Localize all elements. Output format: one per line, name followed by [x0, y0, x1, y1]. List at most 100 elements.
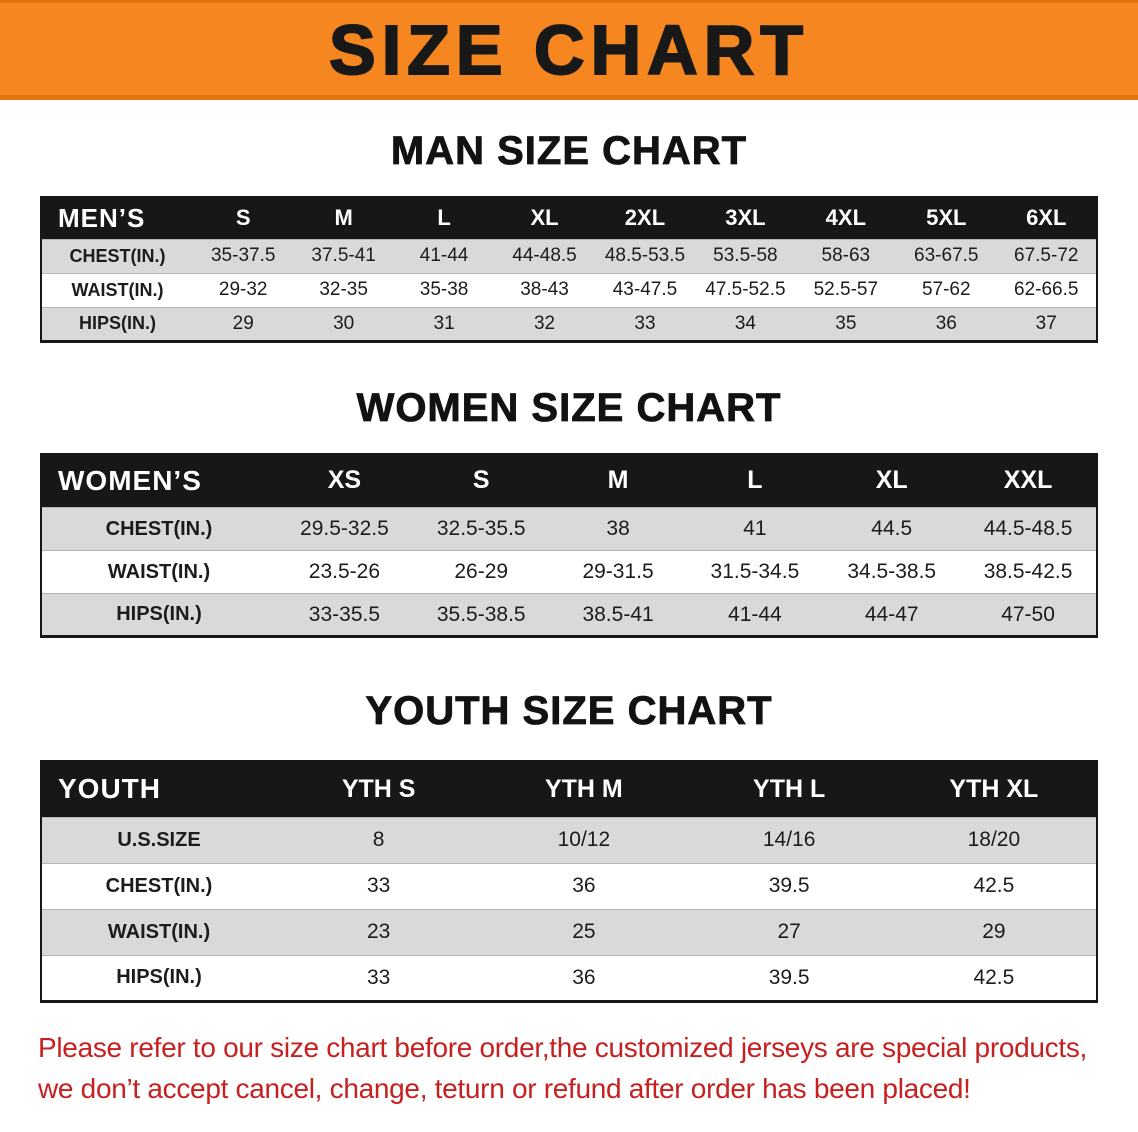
cell: 29: [232, 312, 254, 334]
cell: 31.5-34.5: [710, 560, 800, 583]
cell: 14/16: [762, 828, 816, 851]
table-row: HIPS(IN.) 33-35.5 35.5-38.5 38.5-41 41-4…: [41, 593, 1097, 637]
cell: 43-47.5: [612, 279, 678, 300]
cell: 38.5-41: [582, 602, 654, 626]
cell: 33: [366, 874, 391, 897]
column-header: L: [393, 197, 495, 239]
women-size-table: WOMEN’S XS S M L XL XXL CHEST(IN.) 29.5-…: [40, 452, 1098, 638]
cell: 62-66.5: [1014, 279, 1079, 300]
cell: 33: [634, 312, 656, 334]
cell: 34.5-38.5: [847, 560, 937, 583]
column-header: YTH XL: [891, 761, 1097, 817]
women-section-heading: WOMEN SIZE CHART: [356, 385, 782, 430]
row-label: HIPS(IN.): [116, 603, 202, 625]
cell: 47.5-52.5: [705, 279, 786, 300]
column-header: XS: [276, 453, 413, 508]
cell: 63-67.5: [914, 245, 979, 266]
cell: 36: [935, 312, 957, 334]
men-size-section: MAN SIZE CHART MEN’S S M L XL 2XL 3XL 4X…: [0, 128, 1138, 343]
cell: 36: [572, 965, 596, 989]
cell: 44-48.5: [512, 245, 577, 266]
youth-section-heading: YOUTH SIZE CHART: [365, 689, 773, 734]
cell: 27: [777, 920, 801, 943]
column-header: XL: [494, 197, 595, 239]
column-header: S: [193, 197, 294, 239]
cell: 67.5-72: [1014, 245, 1079, 266]
cell: 38: [606, 517, 630, 540]
women-size-section: WOMEN SIZE CHART WOMEN’S XS S M L XL XXL…: [0, 385, 1138, 638]
cell: 8: [372, 828, 385, 851]
cell: 23: [366, 920, 391, 943]
cell: 35: [835, 312, 857, 334]
row-label: CHEST(IN.): [105, 517, 213, 540]
cell: 41: [743, 517, 767, 540]
row-label: U.S.SIZE: [117, 828, 201, 851]
cell: 23.5-26: [308, 560, 381, 583]
row-label: WAIST(IN.): [107, 920, 211, 943]
table-row: WAIST(IN.) 23.5-26 26-29 29-31.5 31.5-34…: [41, 550, 1097, 594]
cell: 32: [533, 312, 556, 334]
table-row: HIPS(IN.) 33 36 39.5 42.5: [41, 955, 1097, 1001]
cell: 30: [333, 312, 355, 334]
table-row: CHEST(IN.) 29.5-32.5 32.5-35.5 38 41 44.…: [41, 507, 1097, 551]
banner: SIZE CHART: [0, 0, 1138, 100]
cell: 47-50: [1001, 602, 1055, 626]
table-row: U.S.SIZE 8 10/12 14/16 18/20: [41, 817, 1097, 863]
cell: 31: [433, 312, 455, 334]
cell: 52.5-57: [813, 279, 879, 300]
column-header: XXL: [960, 453, 1097, 508]
men-size-table: MEN’S S M L XL 2XL 3XL 4XL 5XL 6XL CHEST…: [40, 196, 1098, 343]
cell: 18/20: [967, 828, 1021, 851]
column-header: M: [549, 453, 687, 508]
youth-size-table: YOUTH YTH S YTH M YTH L YTH XL U.S.SIZE …: [40, 760, 1098, 1003]
column-header: 6XL: [996, 197, 1097, 239]
table-row: WAIST(IN.) 29-32 32-35 35-38 38-43 43-47…: [41, 273, 1097, 307]
cell: 29-32: [218, 279, 268, 300]
cell: 42.5: [973, 874, 1015, 897]
column-header: M: [293, 197, 394, 239]
cell: 44.5: [871, 517, 913, 540]
footer-line-1: Please refer to our size chart before or…: [38, 1031, 1088, 1063]
row-label: WAIST(IN.): [107, 560, 211, 583]
cell: 39.5: [768, 874, 810, 897]
cell: 33: [366, 965, 391, 989]
cell: 29-31.5: [582, 560, 654, 583]
column-header: YTH L: [686, 761, 892, 817]
youth-header-row: YOUTH YTH S YTH M YTH L YTH XL: [41, 761, 1097, 817]
cell: 39.5: [768, 965, 810, 989]
column-header: 2XL: [594, 197, 696, 239]
women-table-label: WOMEN’S: [41, 453, 276, 508]
cell: 29: [982, 920, 1006, 943]
row-label: CHEST(IN.): [105, 874, 213, 897]
cell: 58-63: [821, 245, 871, 266]
cell: 35-38: [419, 279, 469, 300]
men-table-label: MEN’S: [41, 197, 193, 239]
row-label: HIPS(IN.): [78, 313, 156, 333]
column-header: 3XL: [695, 197, 796, 239]
cell: 38.5-42.5: [983, 560, 1073, 583]
cell: 44.5-48.5: [983, 517, 1073, 540]
cell: 26-29: [454, 560, 509, 583]
table-row: CHEST(IN.) 35-37.5 37.5-41 41-44 44-48.5…: [41, 239, 1097, 273]
cell: 37: [1035, 312, 1057, 334]
cell: 32.5-35.5: [436, 517, 526, 540]
cell: 10/12: [557, 828, 611, 851]
table-row: CHEST(IN.) 33 36 39.5 42.5: [41, 863, 1097, 909]
cell: 48.5-53.5: [604, 245, 686, 266]
table-row: HIPS(IN.) 29 30 31 32 33 34 35 36 37: [41, 307, 1097, 341]
column-header: YTH S: [276, 761, 482, 817]
cell: 34: [734, 312, 756, 334]
cell: 42.5: [973, 965, 1015, 989]
women-header-row: WOMEN’S XS S M L XL XXL: [41, 453, 1097, 508]
cell: 35.5-38.5: [436, 602, 526, 626]
column-header: YTH M: [481, 761, 687, 817]
footer-line-2: we don’t accept cancel, change, teturn o…: [38, 1072, 971, 1104]
column-header: 5XL: [896, 197, 997, 239]
cell: 35-37.5: [210, 245, 276, 266]
cell: 29.5-32.5: [300, 517, 389, 540]
cell: 32-35: [319, 279, 368, 300]
cell: 33-35.5: [308, 602, 381, 626]
table-row: WAIST(IN.) 23 25 27 29: [41, 909, 1097, 955]
row-label: CHEST(IN.): [69, 245, 166, 266]
column-header: S: [412, 453, 550, 508]
